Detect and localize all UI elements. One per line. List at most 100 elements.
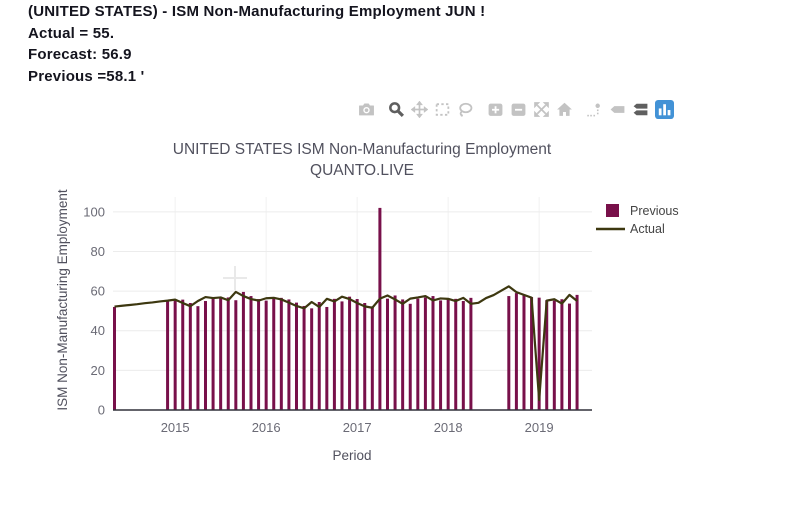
headline-forecast: Forecast: 56.9 <box>28 46 132 63</box>
previous-bar <box>454 298 458 410</box>
y-tick-label: 0 <box>98 403 105 418</box>
chart: UNITED STATES ISM Non-Manufacturing Empl… <box>55 141 679 463</box>
x-tick-label: 2017 <box>343 420 372 435</box>
previous-bar <box>211 297 215 410</box>
previous-swatch <box>606 204 619 217</box>
previous-bar <box>431 296 435 410</box>
previous-bar <box>264 300 268 410</box>
previous-bar <box>173 300 177 410</box>
crosshair-artifact <box>223 266 247 290</box>
previous-bar <box>317 302 321 410</box>
previous-bar <box>575 294 579 410</box>
previous-bar <box>166 301 170 410</box>
lasso-select-icon[interactable] <box>457 101 474 118</box>
previous-bar <box>219 298 223 410</box>
previous-bar <box>545 300 549 410</box>
legend-label-actual: Actual <box>630 222 665 236</box>
previous-bar <box>507 296 511 410</box>
previous-bar <box>514 293 518 410</box>
box-select-icon[interactable] <box>434 101 451 118</box>
x-tick-label: 2016 <box>252 420 281 435</box>
previous-bar <box>310 308 314 410</box>
previous-bar <box>370 306 374 410</box>
y-tick-label: 60 <box>91 284 105 299</box>
y-tick-label: 40 <box>91 323 105 338</box>
previous-bar <box>560 299 564 410</box>
zoom-in-icon[interactable] <box>487 101 504 118</box>
previous-bar <box>378 207 382 410</box>
reset-axes-home-icon[interactable] <box>556 101 573 118</box>
previous-bar <box>203 301 207 410</box>
hover-closest-icon[interactable] <box>609 101 626 118</box>
autoscale-icon[interactable] <box>533 101 550 118</box>
headline-title: (UNITED STATES) - ISM Non-Manufacturing … <box>28 3 486 20</box>
zoom-icon[interactable] <box>388 101 405 118</box>
previous-bar <box>332 298 336 410</box>
previous-bar <box>537 297 541 410</box>
y-tick-label: 80 <box>91 244 105 259</box>
legend-item-previous[interactable]: Previous <box>606 204 679 218</box>
previous-bar <box>416 298 420 410</box>
plot-area[interactable] <box>113 197 592 410</box>
previous-bar <box>393 295 397 410</box>
x-tick-labels: 2015 2016 2017 2018 2019 <box>161 420 554 435</box>
previous-bar <box>385 298 389 410</box>
pan-icon[interactable] <box>411 101 428 118</box>
previous-bar <box>302 305 306 410</box>
headline-actual: Actual = 55. <box>28 24 115 42</box>
previous-bar <box>226 297 230 410</box>
zoom-out-icon[interactable] <box>510 101 527 118</box>
legend: Previous Actual <box>596 204 679 236</box>
previous-bar <box>567 303 571 410</box>
previous-bar <box>522 294 526 410</box>
previous-bar <box>257 299 261 410</box>
y-axis-title: ISM Non-Manufacturing Employment <box>55 189 70 411</box>
previous-bar <box>355 299 359 410</box>
previous-bar <box>340 301 344 410</box>
chart-container: UNITED STATES ISM Non-Manufacturing Empl… <box>0 128 710 485</box>
previous-bar <box>439 300 443 410</box>
previous-bar <box>446 298 450 410</box>
y-tick-labels: 0 20 40 60 80 100 <box>83 204 105 417</box>
previous-bar <box>423 297 427 410</box>
previous-bar <box>272 298 276 410</box>
x-tick-label: 2018 <box>434 420 463 435</box>
previous-bar <box>461 301 465 410</box>
previous-bar <box>552 300 556 410</box>
previous-bar <box>287 299 291 410</box>
x-tick-label: 2015 <box>161 420 190 435</box>
previous-bar <box>401 299 405 410</box>
chart-subtitle: QUANTO.LIVE <box>310 162 414 179</box>
plotly-modebar <box>358 100 680 119</box>
camera-icon[interactable] <box>358 101 375 118</box>
y-tick-label: 100 <box>83 204 105 219</box>
previous-bar <box>325 306 329 410</box>
previous-bar <box>363 303 367 410</box>
previous-bar <box>348 296 352 410</box>
previous-bar <box>408 303 412 410</box>
legend-item-actual[interactable]: Actual <box>596 222 665 236</box>
y-tick-label: 20 <box>91 363 105 378</box>
legend-label-previous: Previous <box>630 204 679 218</box>
x-axis-title: Period <box>332 448 371 463</box>
toggle-spikelines-icon[interactable] <box>586 101 603 118</box>
x-tick-label: 2019 <box>525 420 554 435</box>
previous-bar <box>188 303 192 410</box>
previous-bar <box>241 291 245 410</box>
previous-bar <box>181 299 185 410</box>
previous-bar <box>469 297 473 410</box>
previous-bar <box>530 297 534 410</box>
hover-compare-icon[interactable] <box>632 101 649 118</box>
horizontal-gridlines <box>113 211 592 371</box>
previous-bar <box>279 297 283 410</box>
plotly-logo[interactable] <box>655 100 674 119</box>
previous-bar <box>249 296 253 410</box>
previous-bar <box>294 302 298 410</box>
previous-bars-series <box>113 207 579 410</box>
previous-bar <box>196 306 200 410</box>
actual-line-series <box>114 285 578 402</box>
previous-bar <box>234 300 238 410</box>
chart-title: UNITED STATES ISM Non-Manufacturing Empl… <box>173 141 552 158</box>
previous-bar <box>113 306 116 410</box>
headline-block: (UNITED STATES) - ISM Non-Manufacturing … <box>28 1 485 87</box>
